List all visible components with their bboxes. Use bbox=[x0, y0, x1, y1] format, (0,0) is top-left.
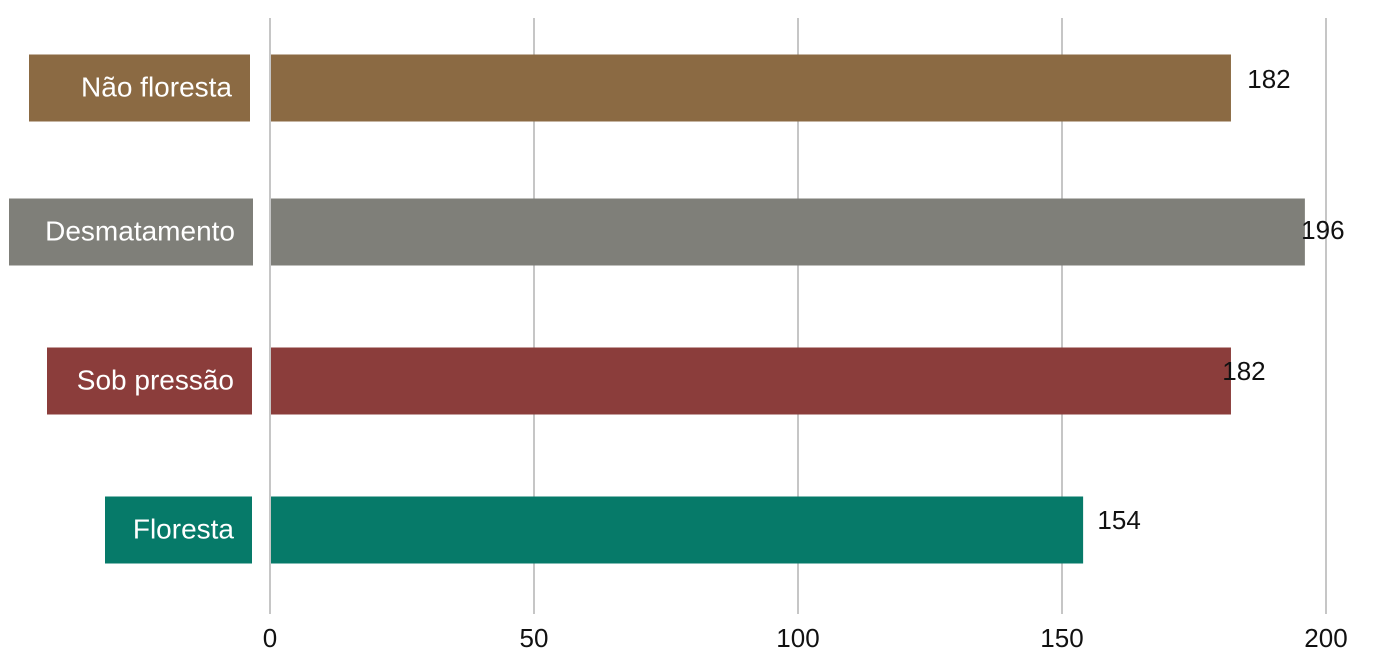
bar-1 bbox=[271, 198, 1305, 266]
value-label-3: 154 bbox=[1097, 505, 1140, 535]
bar-2 bbox=[271, 347, 1231, 415]
category-label-2: Sob pressão bbox=[77, 364, 234, 395]
value-label-1: 196 bbox=[1301, 215, 1344, 245]
x-tick-label-100: 100 bbox=[776, 623, 819, 653]
category-label-1: Desmatamento bbox=[45, 215, 235, 246]
value-label-2: 182 bbox=[1222, 356, 1265, 386]
value-label-0: 182 bbox=[1247, 64, 1290, 94]
bar-0 bbox=[271, 54, 1231, 122]
x-tick-label-150: 150 bbox=[1040, 623, 1083, 653]
x-tick-label-200: 200 bbox=[1304, 623, 1347, 653]
category-label-box-1 bbox=[9, 198, 253, 266]
category-label-box-2 bbox=[47, 347, 252, 415]
category-label-box-3 bbox=[105, 496, 252, 564]
category-label-0: Não floresta bbox=[81, 71, 232, 102]
x-tick-label-0: 0 bbox=[263, 623, 277, 653]
category-label-3: Floresta bbox=[133, 513, 235, 544]
bar-3 bbox=[271, 496, 1084, 564]
x-tick-label-50: 50 bbox=[520, 623, 549, 653]
category-label-box-0 bbox=[29, 54, 250, 122]
